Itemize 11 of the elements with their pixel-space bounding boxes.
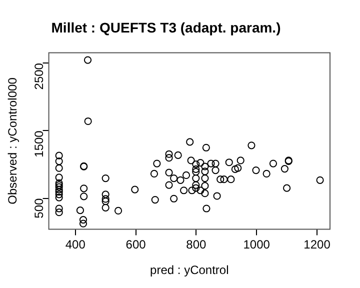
x-tick-label: 400 xyxy=(65,238,86,252)
y-tick-label: 1500 xyxy=(32,130,46,158)
y-tick-label: 500 xyxy=(32,198,46,218)
x-tick-label: 1000 xyxy=(243,238,270,252)
y-tick-label: 2500 xyxy=(32,62,46,90)
x-tick-label: 1200 xyxy=(304,238,331,252)
y-axis-title: Observed : yControl000 xyxy=(6,77,20,204)
x-tick-label: 600 xyxy=(126,238,146,252)
x-tick-label: 800 xyxy=(186,238,207,252)
chart-title: Millet : QUEFTS T3 (adapt. param.) xyxy=(51,19,281,36)
x-axis-title: pred : yControl xyxy=(150,263,229,278)
